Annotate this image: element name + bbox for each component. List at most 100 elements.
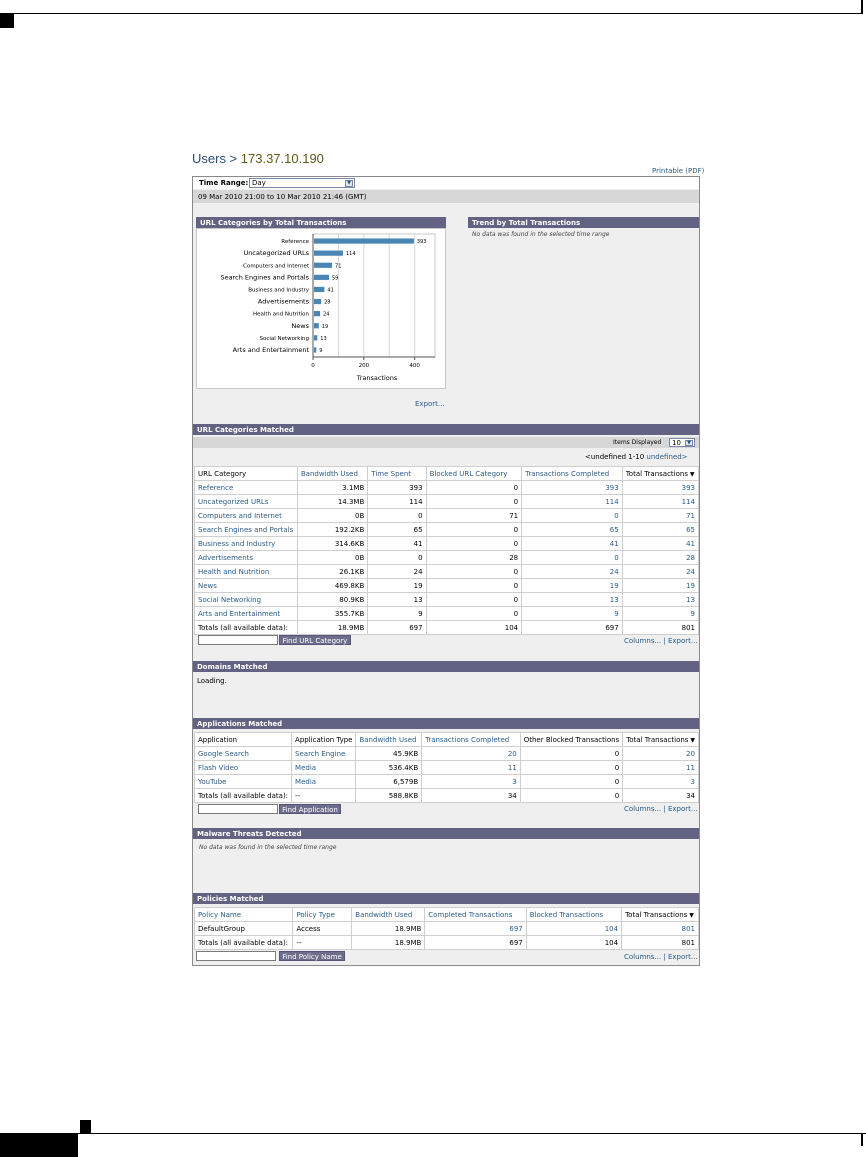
table-row: Health and Nutrition 26.1KB 24 0 24 24 xyxy=(194,564,700,579)
table-cell[interactable]: Flash Video xyxy=(193,760,293,775)
table-cell: 0 xyxy=(425,494,523,509)
table-cell[interactable]: 41 xyxy=(621,536,700,551)
chevron-down-icon: ▼ xyxy=(345,180,353,187)
table-cell: 14.3MB xyxy=(296,494,369,509)
table-cell[interactable]: Social Networking xyxy=(194,592,298,607)
items-displayed-select[interactable]: 10 ▼ xyxy=(669,438,695,447)
table-cell[interactable]: 11 xyxy=(421,760,521,775)
column-header[interactable]: Total Transactions ▼ xyxy=(621,466,700,481)
bar xyxy=(314,335,318,341)
column-header[interactable]: Transactions Completed xyxy=(421,732,521,747)
column-header[interactable]: Total Transactions ▼ xyxy=(621,907,699,922)
table-cell[interactable]: 393 xyxy=(621,480,700,495)
table-cell[interactable]: 20 xyxy=(421,746,521,761)
table-cell: DefaultGroup xyxy=(193,921,294,936)
find-application-input[interactable] xyxy=(198,804,278,814)
sort-desc-icon[interactable]: ▼ xyxy=(687,470,695,478)
pager-link[interactable]: undefined> xyxy=(646,453,688,461)
totals-cell: 697 xyxy=(424,935,527,950)
table-cell: 0 xyxy=(519,746,624,761)
find-policy-input[interactable] xyxy=(196,951,276,961)
columns-link[interactable]: Columns... xyxy=(624,953,662,961)
column-header[interactable]: Total Transactions ▼ xyxy=(622,732,699,747)
items-strip: Items Displayed 10 ▼ xyxy=(193,437,699,448)
column-header[interactable]: Application Type xyxy=(291,732,357,747)
find-url-category-input[interactable] xyxy=(198,635,278,645)
export-link[interactable]: Export... xyxy=(667,637,698,645)
table-row: Search Engines and Portals 192.2KB 65 0 65 65 xyxy=(194,522,700,537)
find-policy-button[interactable]: Find Policy Name xyxy=(279,951,345,961)
table-cell: 18.9MB xyxy=(351,921,426,936)
printable-pdf-link[interactable]: Printable (PDF) xyxy=(652,167,705,175)
table-cell[interactable]: 0 xyxy=(521,508,623,523)
table-cell[interactable]: Google Search xyxy=(193,746,293,761)
table-cell[interactable]: Reference xyxy=(194,480,298,495)
table-cell[interactable]: 801 xyxy=(621,921,699,936)
table-cell[interactable]: 28 xyxy=(621,550,700,565)
column-header[interactable]: URL Category xyxy=(194,466,298,481)
table-cell[interactable]: Advertisements xyxy=(194,550,298,565)
export-link[interactable]: Export... xyxy=(667,805,698,813)
table-cell[interactable]: 9 xyxy=(621,606,700,621)
table-cell[interactable]: 65 xyxy=(521,522,623,537)
table-cell[interactable]: Uncategorized URLs xyxy=(194,494,298,509)
sort-desc-icon[interactable]: ▼ xyxy=(688,736,695,744)
table-cell[interactable]: 0 xyxy=(521,550,623,565)
table-cell[interactable]: Health and Nutrition xyxy=(194,564,298,579)
table-cell[interactable]: 3 xyxy=(421,774,521,789)
find-url-category-button[interactable]: Find URL Category xyxy=(279,635,351,645)
table-cell[interactable]: YouTube xyxy=(193,774,293,789)
chart-export-link[interactable]: Export... xyxy=(415,400,445,408)
table-cell[interactable]: 114 xyxy=(621,494,700,509)
column-header[interactable]: Completed Transactions xyxy=(424,907,527,922)
table-cell[interactable]: Search Engines and Portals xyxy=(194,522,298,537)
column-header[interactable]: Time Spent xyxy=(367,466,427,481)
table-cell[interactable]: 24 xyxy=(521,564,623,579)
table-cell[interactable]: 20 xyxy=(622,746,699,761)
table-cell[interactable]: Media xyxy=(291,760,357,775)
table-cell[interactable]: 3 xyxy=(622,774,699,789)
table-cell[interactable]: Computers and Internet xyxy=(194,508,298,523)
table-cell[interactable]: 13 xyxy=(621,592,700,607)
table-cell[interactable]: 697 xyxy=(424,921,527,936)
table-cell: 0 xyxy=(425,578,523,593)
table-cell: 469.8KB xyxy=(296,578,369,593)
sort-desc-icon[interactable]: ▼ xyxy=(687,911,694,919)
table-cell[interactable]: Search Engine xyxy=(291,746,357,761)
column-header[interactable]: Application xyxy=(193,732,293,747)
table-cell[interactable]: 114 xyxy=(521,494,623,509)
column-header[interactable]: Blocked Transactions xyxy=(525,907,623,922)
table-cell[interactable]: 19 xyxy=(521,578,623,593)
table-cell[interactable]: 393 xyxy=(521,480,623,495)
table-cell[interactable]: 11 xyxy=(622,760,699,775)
table-cell[interactable]: News xyxy=(194,578,298,593)
columns-link[interactable]: Columns... xyxy=(624,637,662,645)
table-cell[interactable]: Media xyxy=(291,774,357,789)
find-application-button[interactable]: Find Application xyxy=(279,804,341,814)
table-cell: 114 xyxy=(367,494,427,509)
export-link[interactable]: Export... xyxy=(667,953,698,961)
columns-link[interactable]: Columns... xyxy=(624,805,662,813)
table-cell[interactable]: 24 xyxy=(621,564,700,579)
table-cell[interactable]: 9 xyxy=(521,606,623,621)
table-cell[interactable]: 19 xyxy=(621,578,700,593)
table-cell[interactable]: 104 xyxy=(525,921,623,936)
column-header[interactable]: Bandwidth Used xyxy=(355,732,423,747)
table-cell[interactable]: Business and Industry xyxy=(194,536,298,551)
column-header[interactable]: Bandwidth Used xyxy=(351,907,426,922)
table-cell[interactable]: 13 xyxy=(521,592,623,607)
table-cell[interactable]: Arts and Entertainment xyxy=(194,606,298,621)
column-header[interactable]: Other Blocked Transactions xyxy=(519,732,624,747)
time-range-select[interactable]: Day ▼ xyxy=(249,178,355,188)
table-row: Computers and Internet 0B 0 71 0 71 xyxy=(194,508,700,523)
column-header[interactable]: Policy Type xyxy=(292,907,353,922)
table-cell[interactable]: 41 xyxy=(521,536,623,551)
totals-cell: 18.9MB xyxy=(351,935,426,950)
table-cell[interactable]: 71 xyxy=(621,508,700,523)
table-cell[interactable]: 65 xyxy=(621,522,700,537)
column-header[interactable]: Policy Name xyxy=(193,907,294,922)
bar xyxy=(314,274,329,280)
column-header[interactable]: Bandwidth Used xyxy=(296,466,369,481)
column-header[interactable]: Transactions Completed xyxy=(521,466,623,481)
column-header[interactable]: Blocked URL Category xyxy=(425,466,523,481)
